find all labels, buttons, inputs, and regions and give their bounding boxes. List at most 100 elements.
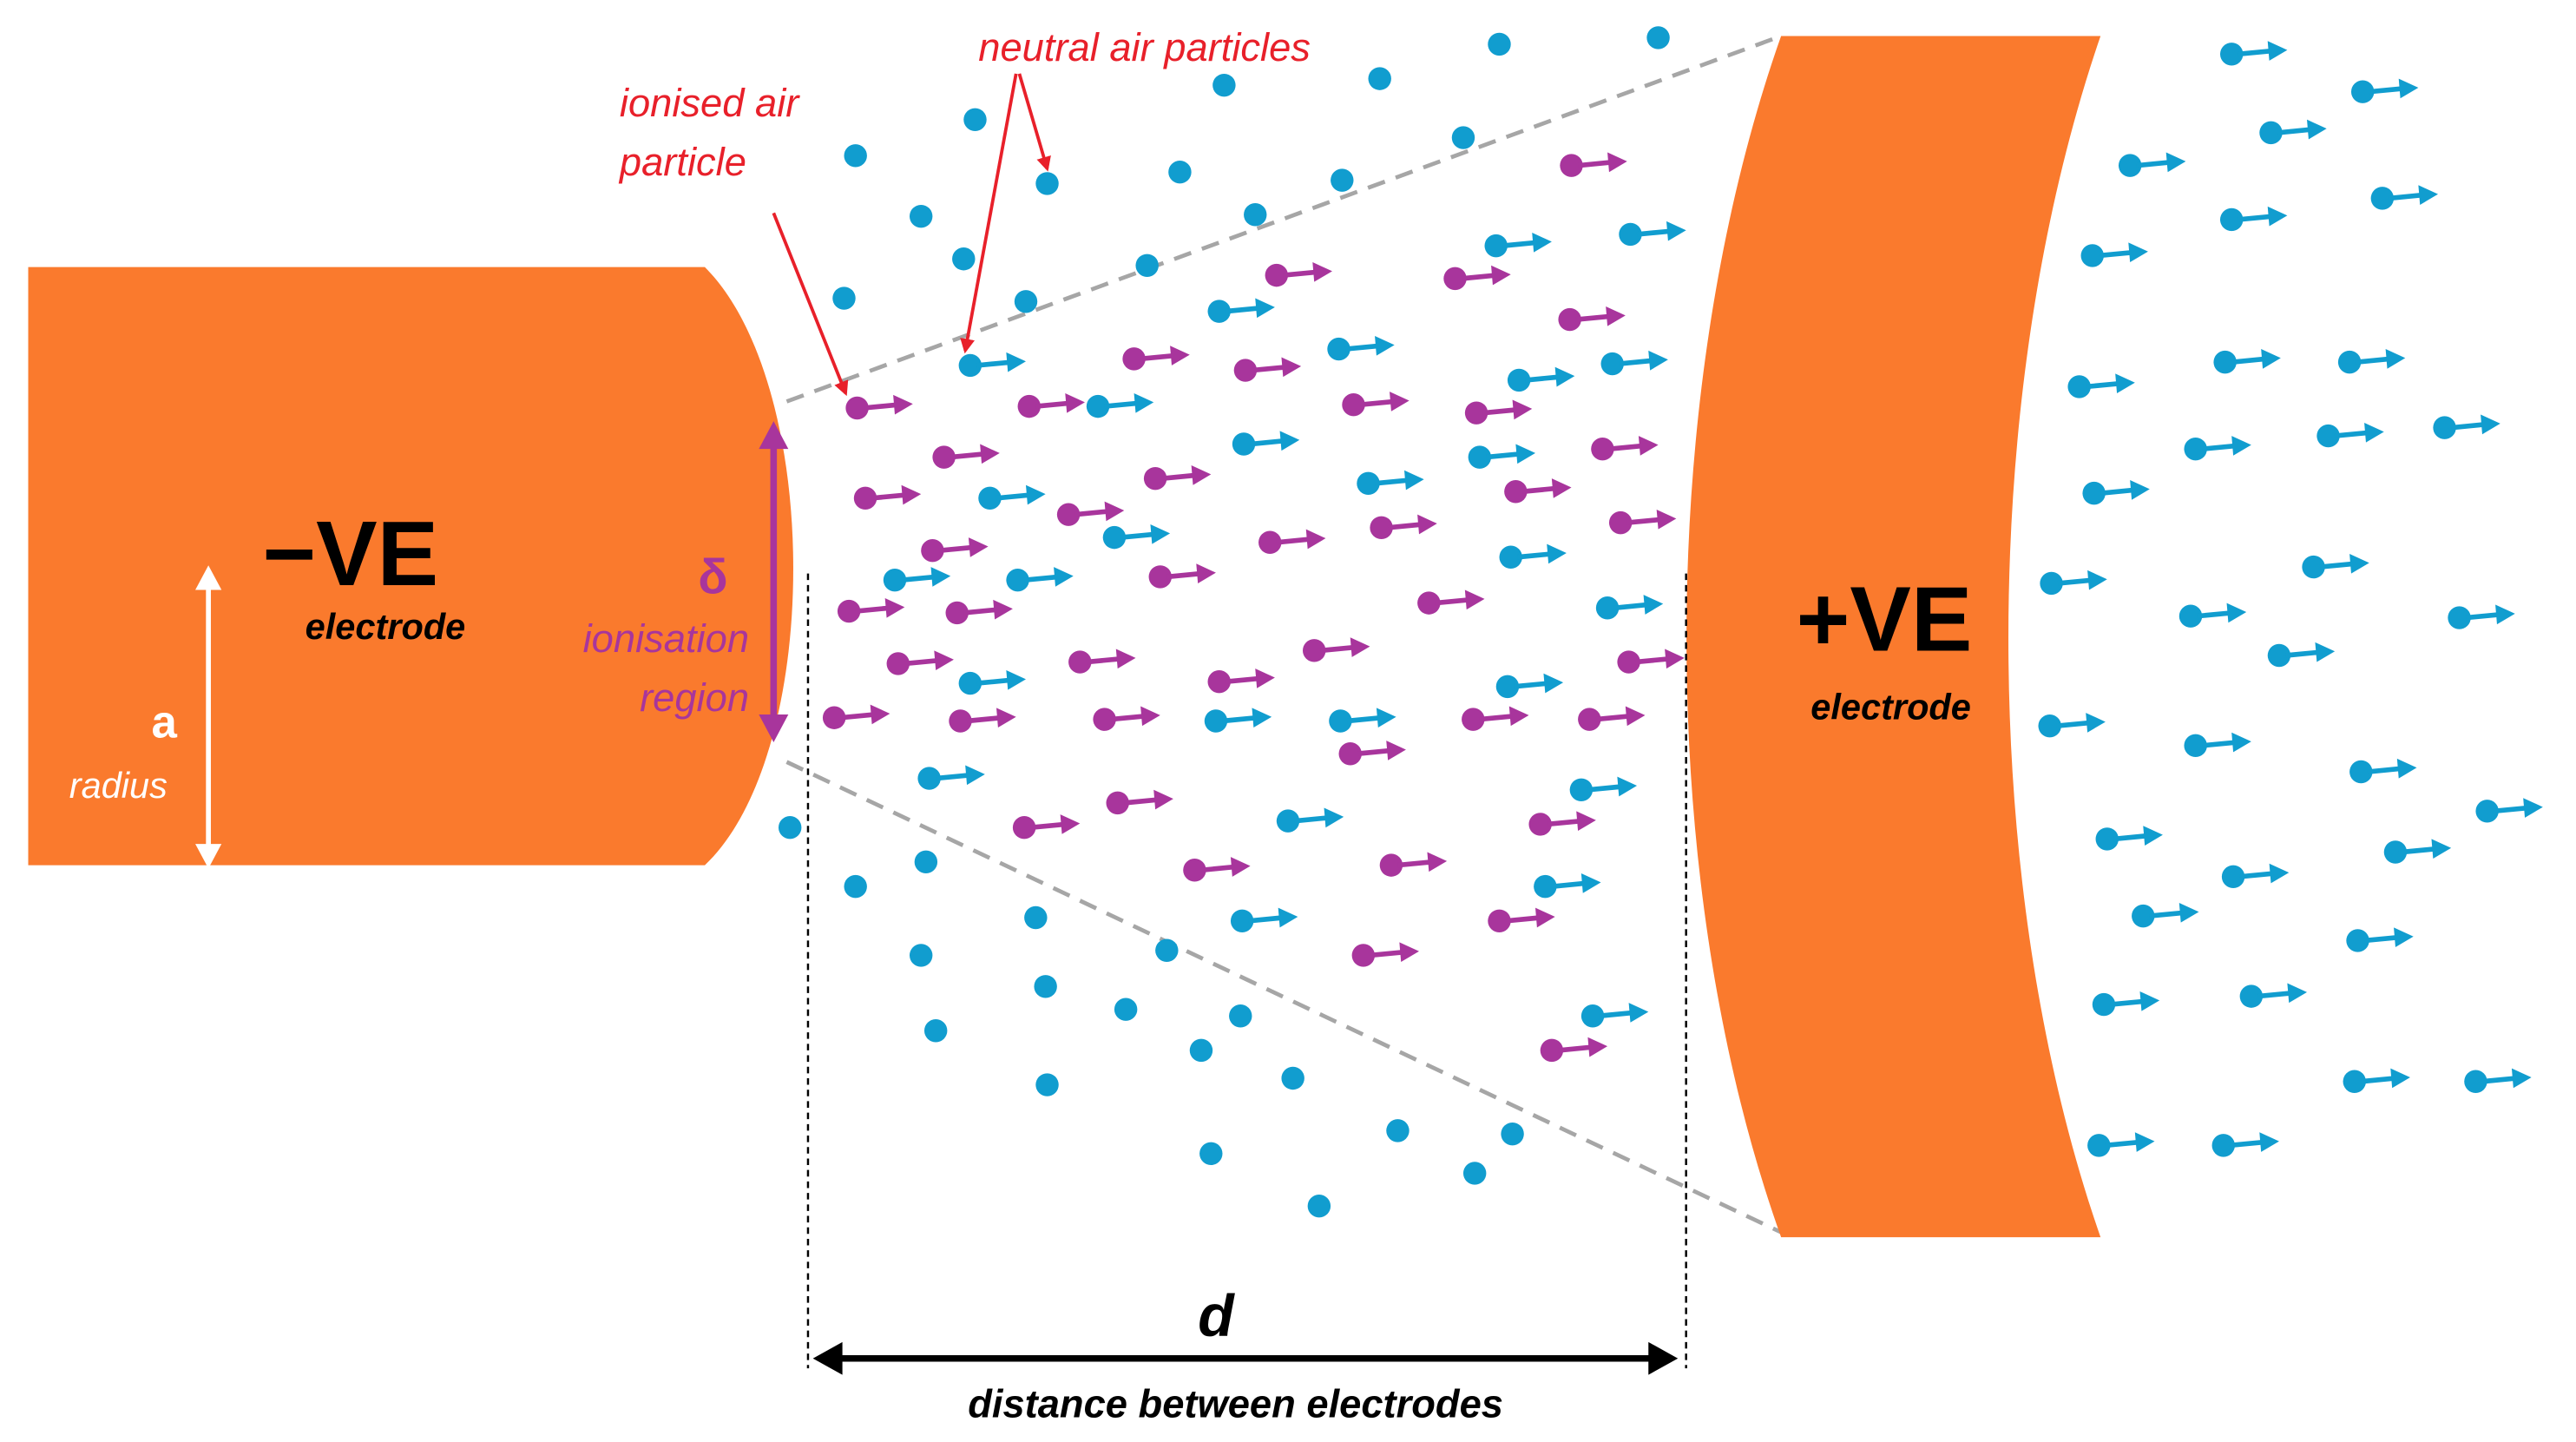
ionised-particle: [1148, 563, 1216, 589]
accelerated-neutral-particle: [1086, 393, 1154, 418]
ionised-particle: [1443, 265, 1511, 291]
ionised-particle: [1617, 649, 1685, 674]
accelerated-neutral-particle: [2219, 41, 2288, 66]
neutral-particle: [923, 1019, 948, 1043]
ionised-particle: [1488, 907, 1555, 932]
neutral-particle: [778, 815, 802, 840]
accelerated-neutral-particle: [1468, 444, 1536, 469]
ionised-particle: [822, 704, 890, 729]
ionisation-delta-symbol: δ: [698, 549, 727, 603]
accelerated-neutral-particle: [2239, 983, 2308, 1008]
ionised-callout-line1: ionised air: [620, 81, 800, 125]
neutral-particle: [1462, 1162, 1487, 1185]
accelerated-neutral-particle: [2316, 422, 2384, 448]
ionised-particle: [1017, 393, 1085, 418]
ionised-particle: [1578, 706, 1646, 731]
accelerated-neutral-particle: [2184, 732, 2251, 758]
accelerated-neutral-particle: [1327, 335, 1395, 361]
neutral-particle: [844, 874, 867, 899]
ionised-particle: [1504, 478, 1572, 504]
neutral-callout: neutral air particles: [978, 25, 1311, 69]
neutral-particles: [778, 26, 1670, 1218]
positive-electrode-label: electrode: [1810, 687, 1971, 728]
radius-arrow: [195, 565, 222, 869]
ionised-particle: [1068, 649, 1136, 674]
accelerated-neutral-particle: [2219, 206, 2288, 232]
neutral-particle: [1035, 172, 1059, 195]
accelerated-neutral-particle: [917, 765, 985, 790]
ionised-particle: [1122, 346, 1190, 371]
neutral-callout-pointer-1: [960, 73, 1018, 354]
distance-label: distance between electrodes: [968, 1382, 1503, 1426]
accelerated-neutral-particle: [2383, 839, 2452, 864]
ionised-particle: [853, 484, 922, 510]
ionised-particle: [1379, 852, 1448, 877]
ionised-particle: [945, 599, 1013, 625]
ionised-particle: [837, 597, 905, 623]
negative-electrode-label: electrode: [306, 606, 466, 647]
ionised-particle: [1207, 668, 1275, 694]
accelerated-neutral-particle: [2346, 927, 2414, 952]
neutral-callout-pointer-2: [1017, 73, 1051, 172]
accelerated-neutral-particle: [1006, 567, 1074, 592]
radius-label: radius: [69, 765, 168, 806]
neutral-particle: [1168, 160, 1192, 184]
ionised-particle: [1338, 741, 1406, 766]
neutral-particle: [1331, 168, 1354, 192]
accelerated-neutral-particle: [1230, 907, 1298, 932]
ionisation-region-arrow: [759, 421, 789, 743]
positive-electrode: [1686, 36, 2101, 1238]
accelerated-neutral-particle: [1569, 776, 1638, 801]
neutral-particle: [1451, 126, 1475, 149]
accelerated-neutral-particle: [2211, 1132, 2279, 1157]
ionised-particle: [886, 650, 954, 675]
neutral-particle: [1244, 203, 1267, 227]
accelerated-neutral-particle: [2350, 78, 2419, 103]
neutral-particle: [1281, 1066, 1304, 1090]
radius-symbol: a: [151, 696, 177, 747]
accelerated-neutral-particle: [2080, 242, 2148, 267]
neutral-particle: [1034, 975, 1057, 998]
positive-electrode-symbol: +VE: [1797, 568, 1973, 670]
accelerated-neutral-particle: [978, 484, 1046, 510]
accelerated-neutral-particle: [1595, 595, 1664, 620]
ionised-particle: [1265, 262, 1332, 287]
ionised-particle: [1302, 637, 1370, 662]
ionised-particle: [1342, 392, 1410, 417]
accelerated-neutral-particle: [2433, 414, 2500, 439]
ionised-particle: [1056, 501, 1125, 526]
accelerated-neutral-particle: [2092, 991, 2160, 1017]
accelerated-neutral-particle: [883, 567, 951, 592]
ionised-particle: [1233, 357, 1302, 382]
accelerated-neutral-particle: [1232, 431, 1300, 456]
ionised-particle: [1183, 857, 1251, 882]
neutral-particle: [832, 286, 856, 310]
accelerated-neutral-particle: [958, 669, 1026, 695]
distance-arrow: [812, 1341, 1679, 1375]
ionisation-label-line1: ionisation: [583, 616, 749, 661]
accelerated-neutral-particle: [2370, 185, 2439, 210]
ionised-particle: [1258, 529, 1326, 554]
accelerated-neutral-particle: [2213, 349, 2281, 374]
accelerated-neutral-particle: [2464, 1068, 2532, 1093]
neutral-particle: [952, 247, 976, 271]
accelerated-neutral-particle: [1484, 233, 1552, 258]
accelerated-neutral-particle: [2040, 570, 2107, 596]
neutral-particle: [844, 144, 867, 168]
neutral-particle: [1135, 254, 1159, 277]
accelerated-neutral-particle: [1204, 708, 1272, 733]
ionised-particle: [1093, 706, 1160, 731]
accelerated-neutral-particle: [2132, 903, 2199, 928]
neutral-particle: [909, 944, 933, 967]
moving-particles: [822, 41, 2543, 1157]
neutral-particle: [1386, 1119, 1410, 1142]
accelerated-neutral-particle: [1619, 221, 1686, 247]
accelerated-neutral-particle: [2118, 152, 2186, 177]
accelerated-neutral-particle: [1507, 366, 1575, 392]
accelerated-neutral-particle: [1102, 524, 1171, 550]
accelerated-neutral-particle: [2178, 602, 2247, 628]
accelerated-neutral-particle: [2259, 119, 2327, 145]
ionised-callout-line2: particle: [618, 140, 746, 184]
neutral-particle: [1368, 67, 1391, 90]
neutral-particle: [1189, 1038, 1213, 1063]
